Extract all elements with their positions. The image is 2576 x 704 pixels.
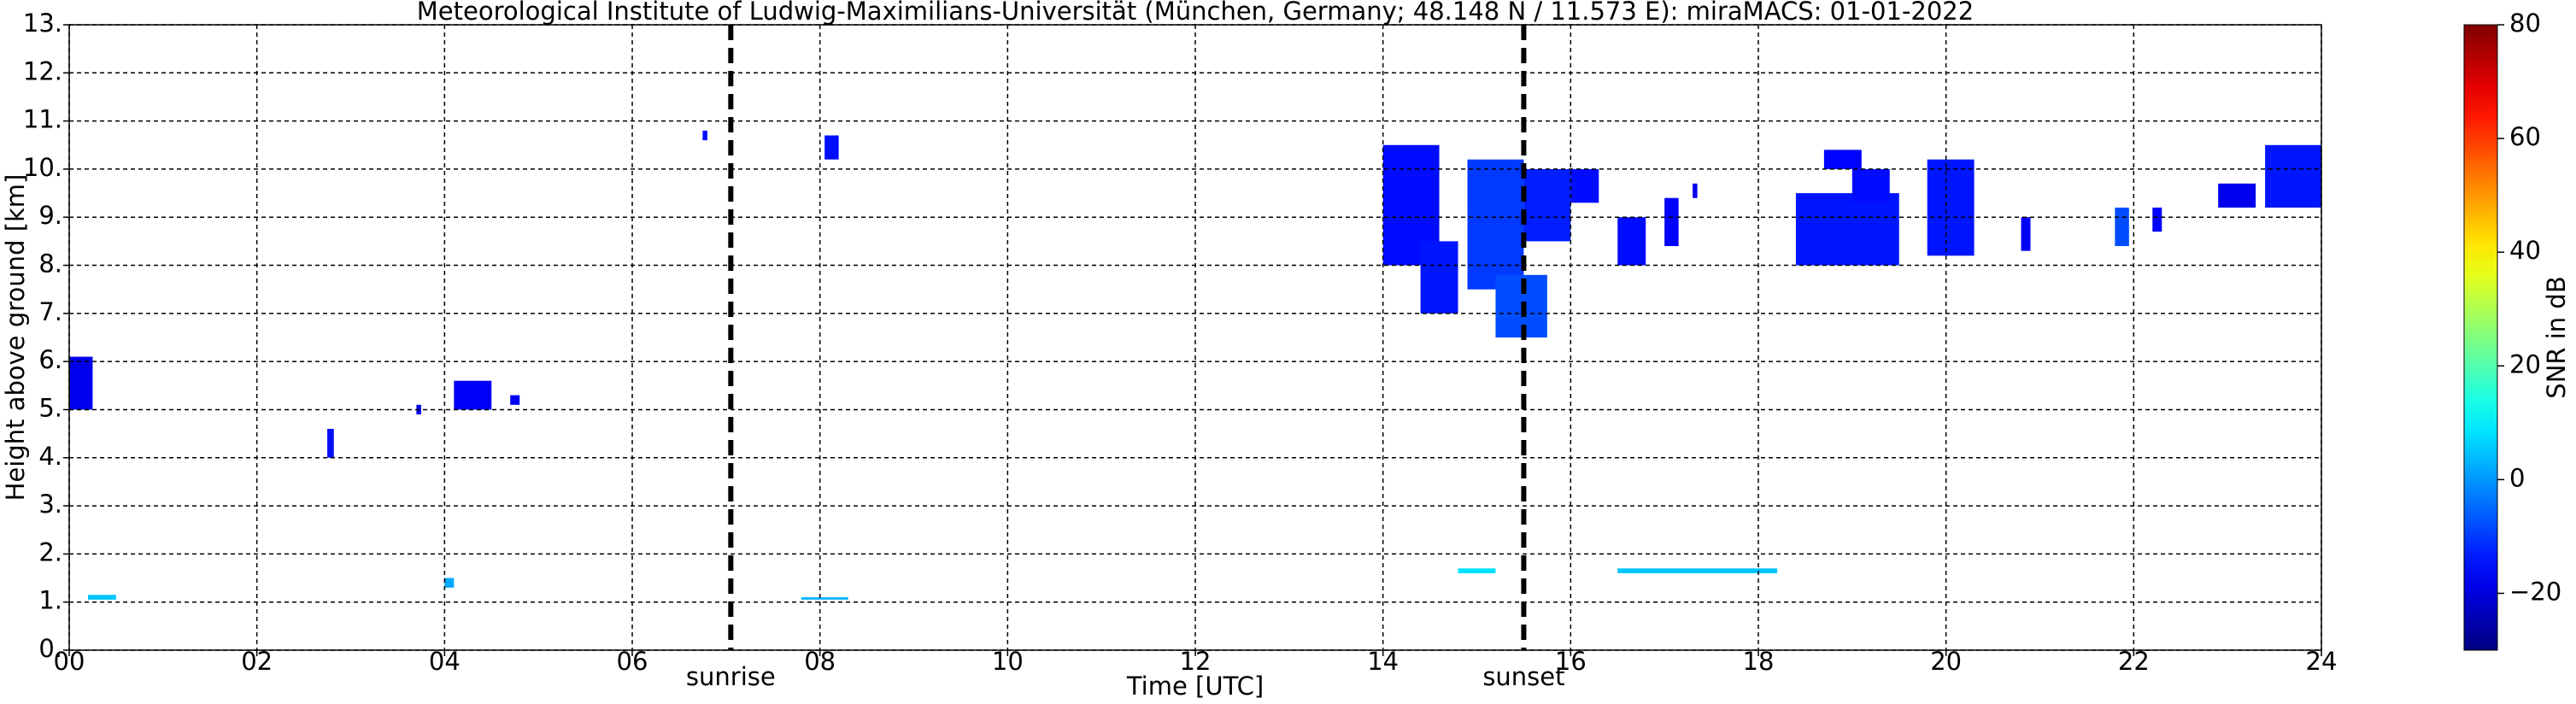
y-tick-label: 8. <box>38 249 62 279</box>
x-tick-label: 24 <box>2306 647 2338 676</box>
colorbar-tick-label: 40 <box>2509 236 2541 265</box>
cloud-cell <box>327 428 334 458</box>
cloud-cell <box>1523 168 1571 242</box>
cloud-cell <box>2021 217 2031 251</box>
colorbar-tick-label: 60 <box>2509 122 2541 151</box>
cloud-cell <box>1693 183 1698 198</box>
cloud-cell <box>2265 144 2321 208</box>
marker-label: sunrise <box>686 662 776 691</box>
x-tick-label: 12 <box>1180 647 1212 676</box>
x-tick-label: 06 <box>617 647 648 676</box>
cloud-cell <box>1617 217 1646 266</box>
y-tick-label: 2. <box>38 537 62 566</box>
cloud-cell <box>1458 568 1496 573</box>
cloud-cell <box>1851 168 1890 203</box>
cloud-cell <box>1617 568 1777 573</box>
colorbar-tick-label: 80 <box>2509 9 2541 38</box>
cloud-cell <box>824 135 839 160</box>
x-tick-label: 10 <box>992 647 1024 676</box>
cloud-cell <box>1927 159 1975 256</box>
x-tick-label: 14 <box>1367 647 1399 676</box>
cloud-cell <box>2115 207 2129 247</box>
y-tick-label: 12. <box>23 56 62 85</box>
colorbar-tick-label: −20 <box>2509 577 2561 606</box>
cloud-cell <box>801 597 848 600</box>
cloud-cell <box>2218 183 2256 208</box>
cloud-cell <box>1570 168 1599 203</box>
x-tick-label: 00 <box>54 647 85 676</box>
cloud-cell <box>1467 159 1524 290</box>
cloud-cell <box>2152 207 2162 232</box>
y-tick-label: 7. <box>38 297 62 326</box>
plot-frame <box>68 24 2322 651</box>
x-tick-label: 08 <box>804 647 836 676</box>
cloud-cell <box>510 395 520 405</box>
x-tick-label: 18 <box>1743 647 1775 676</box>
cloud-cell <box>87 595 116 600</box>
cloud-cell <box>1420 241 1458 314</box>
y-tick-label: 5. <box>38 393 62 422</box>
cloud-cell <box>1664 197 1679 247</box>
chart-title: Meteorological Institute of Ludwig-Maxim… <box>417 0 1974 26</box>
cloud-cell <box>702 130 707 141</box>
y-axis-label: Height above ground [km] <box>1 174 30 502</box>
colorbar <box>2463 24 2498 651</box>
y-tick-label: 4. <box>38 442 62 471</box>
x-tick-label: 02 <box>241 647 273 676</box>
y-tick-label: 0. <box>38 634 62 663</box>
x-tick-label: 22 <box>2118 647 2150 676</box>
cloud-cell <box>1823 150 1862 169</box>
cloud-cell <box>69 356 93 410</box>
colorbar-tick-label: 0 <box>2509 463 2525 492</box>
y-tick-label: 6. <box>38 345 62 374</box>
cloud-cell <box>454 380 492 410</box>
cloud-cell <box>444 578 455 588</box>
x-tick-label: 04 <box>429 647 461 676</box>
y-tick-label: 11. <box>23 105 62 134</box>
y-tick-label: 3. <box>38 490 62 519</box>
cloud-cell <box>1795 193 1899 266</box>
y-tick-label: 1. <box>38 586 62 615</box>
y-tick-label: 10. <box>23 153 62 182</box>
colorbar-label: SNR in dB <box>2542 276 2571 398</box>
x-tick-label: 20 <box>1930 647 1962 676</box>
y-tick-label: 9. <box>38 201 62 230</box>
x-axis-label: Time [UTC] <box>1126 672 1264 701</box>
marker-label: sunset <box>1482 662 1564 691</box>
colorbar-tick-label: 20 <box>2509 349 2541 378</box>
y-tick-label: 13. <box>23 9 62 38</box>
x-tick-label: 16 <box>1555 647 1587 676</box>
